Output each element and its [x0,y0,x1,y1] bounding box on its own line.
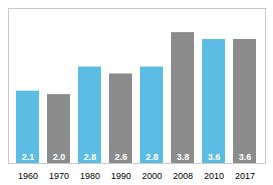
svg-text:2.1: 2.1 [22,152,35,162]
svg-text:2.8: 2.8 [84,152,97,162]
svg-text:2000: 2000 [142,171,162,181]
svg-text:1990: 1990 [111,171,131,181]
svg-text:2.0: 2.0 [53,152,66,162]
svg-text:3.6: 3.6 [239,152,252,162]
svg-text:1970: 1970 [49,171,69,181]
svg-text:2.6: 2.6 [115,152,128,162]
svg-text:1980: 1980 [80,171,100,181]
svg-text:2.8: 2.8 [146,152,159,162]
svg-text:2017: 2017 [235,171,255,181]
svg-text:3.6: 3.6 [208,152,221,162]
svg-text:3.8: 3.8 [177,152,190,162]
svg-text:2008: 2008 [173,171,193,181]
svg-text:1960: 1960 [18,171,38,181]
svg-text:2010: 2010 [204,171,224,181]
